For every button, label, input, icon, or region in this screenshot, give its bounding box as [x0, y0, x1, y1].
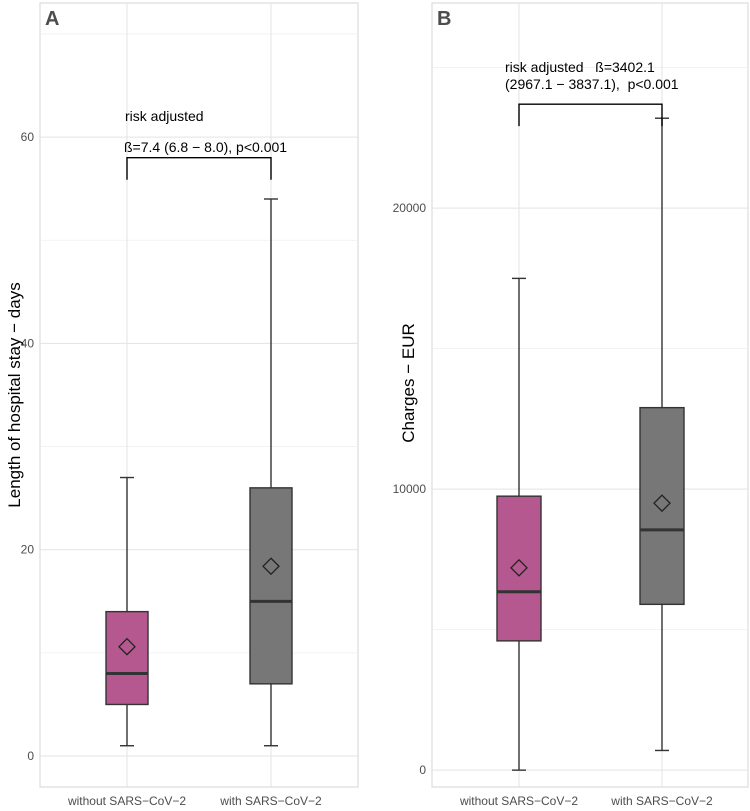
mean-marker [510, 558, 528, 577]
interquartile-box [105, 610, 149, 706]
panel-b-annotation-line-2: (2967.1 − 3837.1), p<0.001 [505, 76, 679, 92]
panel-b-bracket [518, 103, 663, 127]
panel-a: 0 20 40 60 without SARS−CoV−2 with SARS−CoV−… [5, 2, 359, 808]
panel-a-x-tick-label: without SARS−CoV−2 [67, 794, 186, 808]
panel-a-x-ticks: without SARS−CoV−2 with SARS−CoV−2 [67, 794, 322, 808]
panel-a-box-1 [105, 476, 149, 747]
panel-a-y-tick-label: 20 [21, 543, 35, 557]
panel-b-y-tick-label: 0 [419, 763, 426, 777]
panel-b-y-tick-label: 20000 [393, 201, 427, 215]
panel-b-tag: B [437, 8, 451, 30]
panel-a-y-tick-label: 40 [21, 336, 35, 350]
mean-marker [262, 557, 280, 576]
panel-b: 0 10000 20000 without SARS−CoV−2 with SARS−… [393, 2, 749, 808]
panel-b-y-axis-label: Charges − EUR [399, 323, 418, 443]
mean-marker [653, 494, 671, 513]
panel-b-background [431, 2, 749, 788]
panel-b-x-tick-label: without SARS−CoV−2 [459, 794, 578, 808]
panel-b-annotation: risk adjusted ß=3402.1 (2967.1 − 3837.1)… [505, 59, 679, 127]
panel-a-y-tick-label: 0 [27, 749, 34, 763]
panel-b-annotation-line-1: risk adjusted ß=3402.1 [505, 59, 655, 75]
panel-a-bracket [126, 157, 272, 180]
panel-a-box-2 [249, 198, 293, 747]
interquartile-box [639, 406, 685, 606]
interquartile-box [249, 487, 293, 685]
panel-a-annotation-line-2: ß=7.4 (6.8 − 8.0), p<0.001 [124, 139, 287, 155]
panel-a-tag: A [45, 8, 59, 30]
panel-b-x-tick-label: with SARS−CoV−2 [610, 794, 713, 808]
panel-a-x-tick-label: with SARS−CoV−2 [219, 794, 322, 808]
panel-a-y-ticks: 0 20 40 60 [21, 130, 35, 763]
panel-a-y-tick-label: 60 [21, 130, 35, 144]
panel-a-background [39, 2, 359, 788]
panel-b-y-ticks: 0 10000 20000 [393, 201, 427, 777]
panel-a-boxes [105, 198, 293, 747]
panel-b-x-ticks: without SARS−CoV−2 with SARS−CoV−2 [459, 794, 713, 808]
panel-b-boxes [496, 117, 685, 771]
panel-a-y-axis-label: Length of hospital stay − days [5, 282, 24, 507]
panel-b-box-1 [496, 277, 542, 771]
interquartile-box [496, 495, 542, 642]
panel-b-y-tick-label: 10000 [393, 482, 427, 496]
panel-b-box-2 [639, 117, 685, 752]
panel-a-annotation: risk adjusted ß=7.4 (6.8 − 8.0), p<0.001 [124, 108, 287, 180]
panel-a-annotation-line-1: risk adjusted [125, 108, 204, 124]
mean-marker [118, 637, 136, 656]
